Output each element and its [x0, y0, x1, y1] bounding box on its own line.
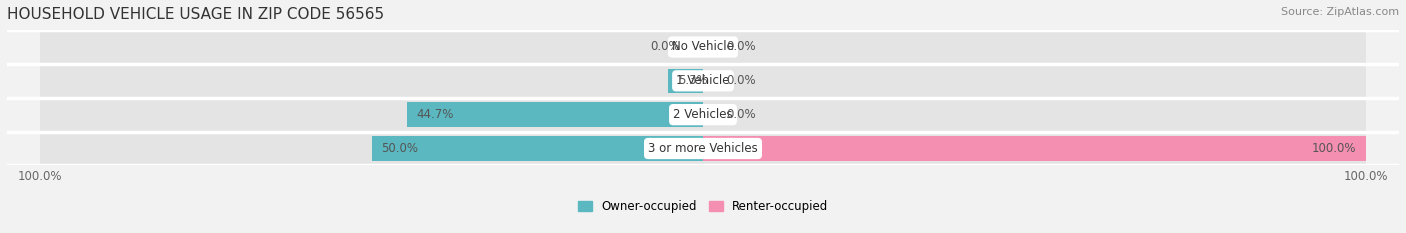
- Text: 50.0%: 50.0%: [381, 142, 419, 155]
- Bar: [703, 132, 1365, 165]
- Text: 2 Vehicles: 2 Vehicles: [673, 108, 733, 121]
- Bar: [668, 69, 703, 93]
- Text: Source: ZipAtlas.com: Source: ZipAtlas.com: [1281, 7, 1399, 17]
- Bar: [371, 136, 703, 161]
- Text: 0.0%: 0.0%: [727, 41, 756, 54]
- Bar: [703, 64, 1365, 98]
- Bar: [41, 64, 703, 98]
- Text: No Vehicle: No Vehicle: [672, 41, 734, 54]
- Text: 0.0%: 0.0%: [727, 74, 756, 87]
- Legend: Owner-occupied, Renter-occupied: Owner-occupied, Renter-occupied: [572, 196, 834, 218]
- Text: 0.0%: 0.0%: [650, 41, 679, 54]
- Bar: [41, 132, 703, 165]
- Text: 100.0%: 100.0%: [1312, 142, 1355, 155]
- Bar: [703, 30, 1365, 64]
- Bar: [406, 103, 703, 127]
- Bar: [41, 98, 703, 132]
- Bar: [703, 136, 1365, 161]
- Text: 44.7%: 44.7%: [416, 108, 454, 121]
- Text: 1 Vehicle: 1 Vehicle: [676, 74, 730, 87]
- Text: 3 or more Vehicles: 3 or more Vehicles: [648, 142, 758, 155]
- Text: 5.3%: 5.3%: [678, 74, 707, 87]
- Text: 0.0%: 0.0%: [727, 108, 756, 121]
- Bar: [703, 98, 1365, 132]
- Bar: [41, 30, 703, 64]
- Text: HOUSEHOLD VEHICLE USAGE IN ZIP CODE 56565: HOUSEHOLD VEHICLE USAGE IN ZIP CODE 5656…: [7, 7, 384, 22]
